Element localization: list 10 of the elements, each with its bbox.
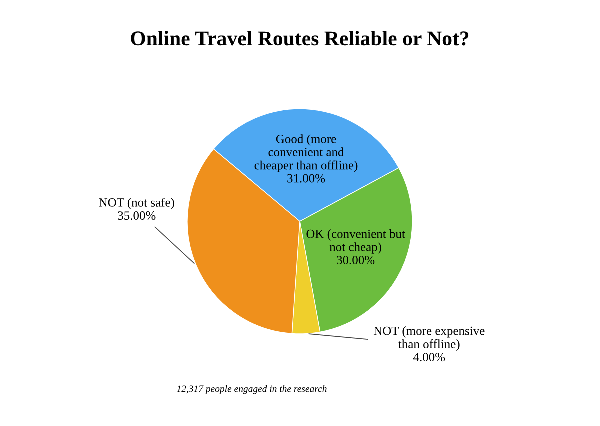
chart-title: Online Travel Routes Reliable or Not?	[131, 31, 469, 46]
slice-label: OK (convenient but not cheap)	[306, 230, 406, 254]
data-label: 30.00%	[337, 256, 375, 265]
data-label: 31.00%	[288, 174, 326, 183]
slice-label: NOT (not safe)	[99, 198, 174, 210]
data-label: 4.00%	[413, 353, 446, 362]
text: 12,317 people engaged in the research	[177, 385, 327, 394]
slice-label: NOT (more expensive than offline)	[374, 326, 485, 352]
data-label: 35.00%	[118, 212, 156, 220]
slice-label: Good (more convenient and cheaper than offline)	[254, 134, 358, 172]
